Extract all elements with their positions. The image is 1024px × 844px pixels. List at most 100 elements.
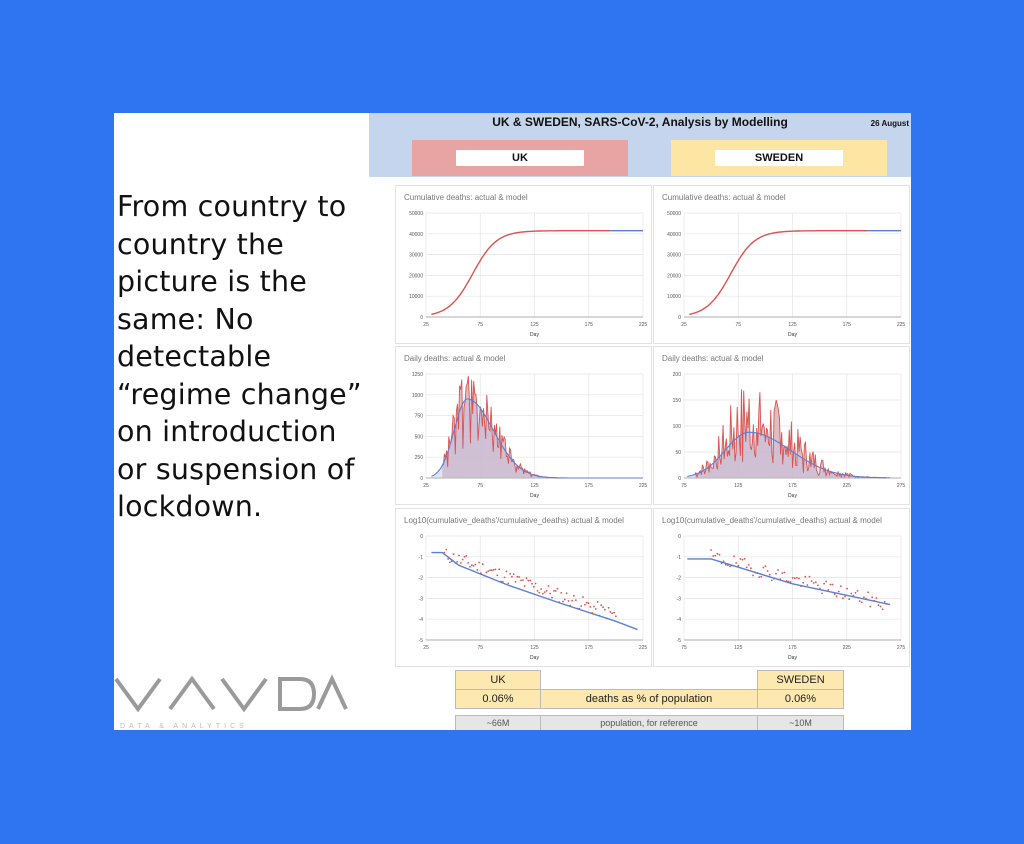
- actual-point: [573, 594, 575, 597]
- logo-tagline: DATA & ANALYTICS: [120, 723, 248, 730]
- actual-point: [840, 585, 842, 587]
- y-tick-label: -3: [419, 596, 424, 602]
- actual-point: [875, 597, 878, 599]
- y-tick-label: -4: [677, 617, 682, 623]
- actual-point: [545, 589, 548, 592]
- actual-point: [514, 580, 517, 583]
- y-tick-label: 40000: [409, 232, 423, 238]
- actual-point: [762, 566, 765, 569]
- y-tick-label: -4: [419, 617, 424, 623]
- actual-point: [806, 584, 809, 586]
- actual-point: [565, 592, 568, 595]
- actual-point: [827, 588, 830, 591]
- y-tick-label: 0: [678, 315, 681, 321]
- actual-point: [491, 569, 493, 572]
- actual-point: [529, 579, 532, 582]
- x-tick-label: 175: [585, 322, 594, 328]
- actual-point: [869, 605, 872, 608]
- actual-point: [584, 603, 586, 606]
- actual-point: [540, 588, 542, 590]
- actual-point: [549, 592, 552, 595]
- actual-point: [538, 591, 541, 594]
- x-tick-label: 25: [423, 322, 429, 328]
- sweden-cumulative-svg: 0 10000 20000 30000 40000 50000 25 75 125 175 225 D…: [667, 211, 905, 338]
- chart-title: Log10(cumulative_deaths'/cumulative_deat…: [404, 516, 624, 525]
- actual-point: [722, 560, 725, 563]
- actual-point: [574, 599, 577, 602]
- actual-point: [602, 606, 604, 608]
- actual-point: [492, 569, 495, 571]
- x-tick-label: 125: [734, 645, 743, 651]
- actual-point: [445, 548, 448, 551]
- y-tick-label: 50000: [409, 211, 423, 217]
- x-axis-label: Day: [530, 332, 539, 338]
- x-tick-label: 225: [639, 322, 648, 328]
- x-tick-label: 175: [843, 322, 852, 328]
- actual-point: [816, 584, 819, 587]
- actual-point: [777, 569, 779, 571]
- actual-point: [547, 585, 550, 587]
- actual-point: [507, 582, 510, 585]
- actual-point: [829, 583, 832, 586]
- actual-point: [739, 558, 742, 560]
- x-tick-label: 75: [681, 645, 687, 651]
- uk-daily-svg: 0 250 500 750 1000 1250 25 75 125 175 225 Day: [412, 372, 648, 499]
- x-tick-label: 225: [639, 483, 648, 489]
- actual-point: [594, 608, 597, 610]
- actual-point: [587, 602, 590, 605]
- actual-point: [802, 581, 805, 584]
- sweden-table-header: SWEDEN: [757, 670, 844, 690]
- x-axis-label: Day: [788, 493, 797, 499]
- uk-population: ~66M: [455, 715, 541, 730]
- actual-point: [835, 595, 838, 598]
- x-tick-label: 75: [477, 483, 483, 489]
- actual-point: [456, 560, 459, 563]
- actual-point: [710, 549, 712, 551]
- actual-point: [879, 605, 882, 608]
- company-logo: DATA & ANALYTICS: [114, 674, 348, 730]
- actual-point: [867, 591, 869, 594]
- actual-point: [498, 568, 501, 571]
- actual-point: [823, 582, 825, 585]
- chart-title: Cumulative deaths: actual & model: [404, 193, 528, 202]
- y-tick-label: 1250: [412, 372, 423, 378]
- actual-point: [825, 580, 828, 583]
- actual-point: [593, 605, 595, 608]
- actual-point: [516, 575, 519, 578]
- x-tick-label: 225: [639, 645, 648, 651]
- title-banner: UK & SWEDEN, SARS-CoV-2, Analysis by Mod…: [369, 113, 911, 177]
- actual-point: [485, 571, 488, 574]
- actual-point: [532, 585, 535, 588]
- actual-point: [770, 579, 773, 582]
- y-tick-label: 200: [673, 372, 682, 378]
- actual-point: [850, 592, 853, 595]
- actual-point: [487, 570, 490, 572]
- actual-point: [745, 566, 748, 569]
- y-tick-label: 500: [415, 434, 424, 440]
- actual-point: [458, 554, 460, 557]
- deaths-pct-label: deaths as % of population: [540, 689, 758, 709]
- actual-point: [443, 551, 446, 554]
- chart-title: Daily deaths: actual & model: [404, 354, 506, 363]
- model-series-line: [431, 398, 643, 479]
- sweden-header-box: SWEDEN: [671, 140, 887, 176]
- actual-point: [737, 564, 740, 567]
- model-series-line: [687, 431, 887, 479]
- actual-point: [551, 596, 553, 599]
- x-axis-label: Day: [788, 655, 797, 661]
- actual-point: [714, 554, 717, 557]
- actual-point: [781, 572, 784, 574]
- actual-point: [511, 575, 513, 578]
- actual-point: [467, 562, 470, 564]
- actual-point: [848, 598, 851, 601]
- actual-point: [562, 600, 564, 603]
- actual-point: [447, 558, 449, 560]
- actual-point: [554, 590, 557, 592]
- actual-point: [525, 577, 528, 580]
- uk-header-box: UK: [412, 140, 628, 176]
- actual-series-line: [689, 230, 869, 316]
- x-tick-label: 75: [477, 645, 483, 651]
- actual-point: [481, 563, 484, 566]
- actual-point: [860, 601, 863, 604]
- actual-point: [503, 576, 506, 579]
